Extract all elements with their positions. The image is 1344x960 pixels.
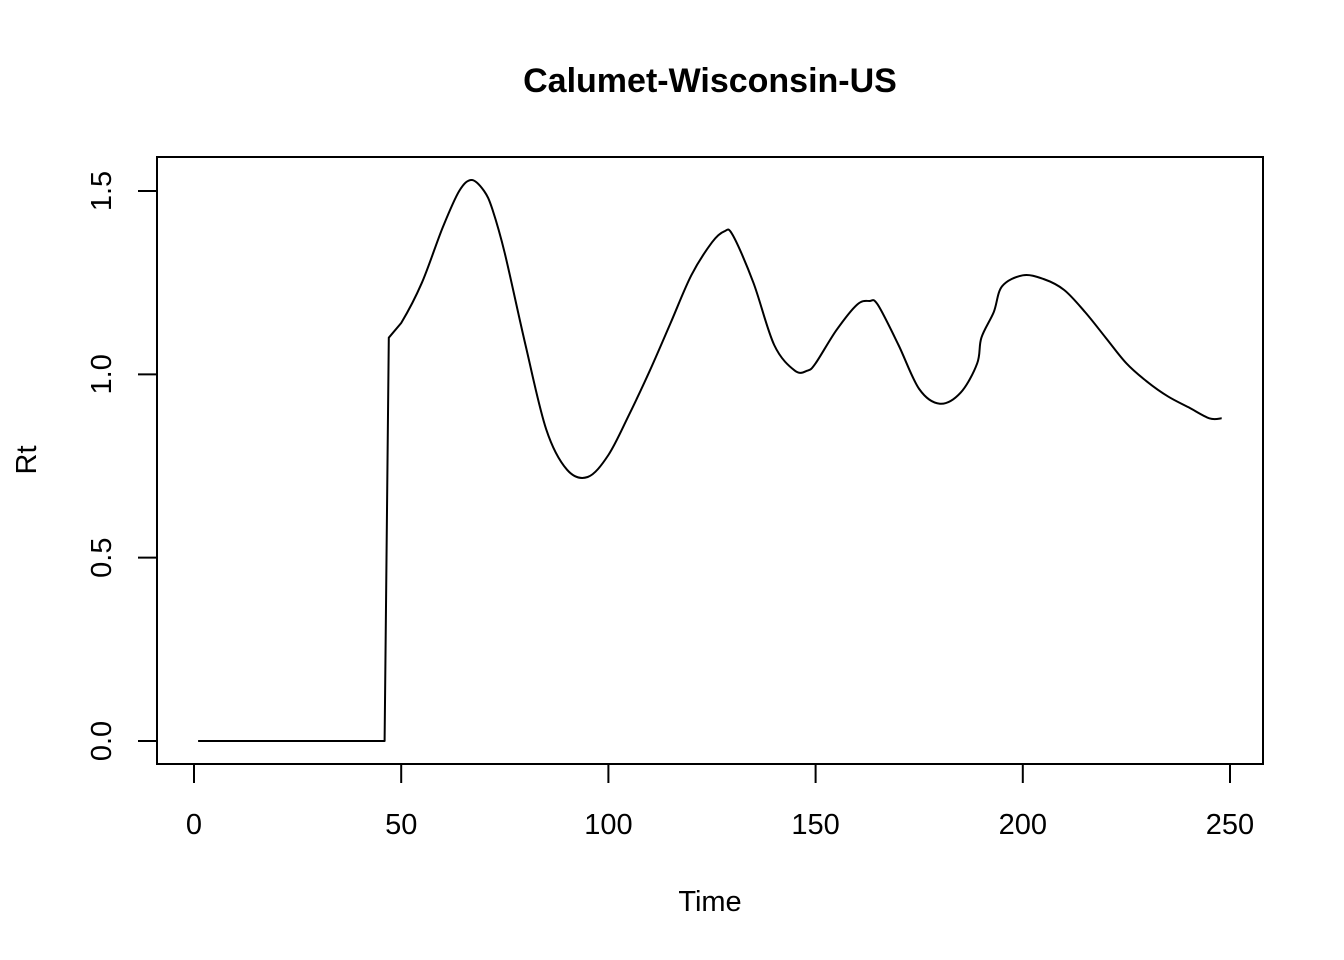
y-axis-title: Rt bbox=[11, 446, 43, 475]
x-axis: 0 50 100 150 200 250 bbox=[186, 763, 1254, 841]
x-tick-label: 100 bbox=[584, 809, 632, 841]
y-axis: 0.0 0.5 1.0 1.5 bbox=[86, 171, 158, 761]
x-tick-label: 50 bbox=[385, 809, 417, 841]
x-tick-label: 150 bbox=[791, 809, 839, 841]
x-tick-label: 250 bbox=[1206, 809, 1254, 841]
x-tick-label: 0 bbox=[186, 809, 202, 841]
y-tick-label: 1.5 bbox=[86, 171, 118, 211]
plot-frame bbox=[156, 156, 1264, 765]
x-tick-label: 200 bbox=[999, 809, 1047, 841]
y-tick-label: 1.0 bbox=[86, 354, 118, 394]
y-tick-label: 0.0 bbox=[86, 721, 118, 761]
rt-series-line bbox=[198, 179, 1222, 742]
chart-title: Calumet-Wisconsin-US bbox=[523, 62, 897, 100]
x-axis-title: Time bbox=[678, 886, 741, 918]
y-tick-label: 0.5 bbox=[86, 538, 118, 578]
